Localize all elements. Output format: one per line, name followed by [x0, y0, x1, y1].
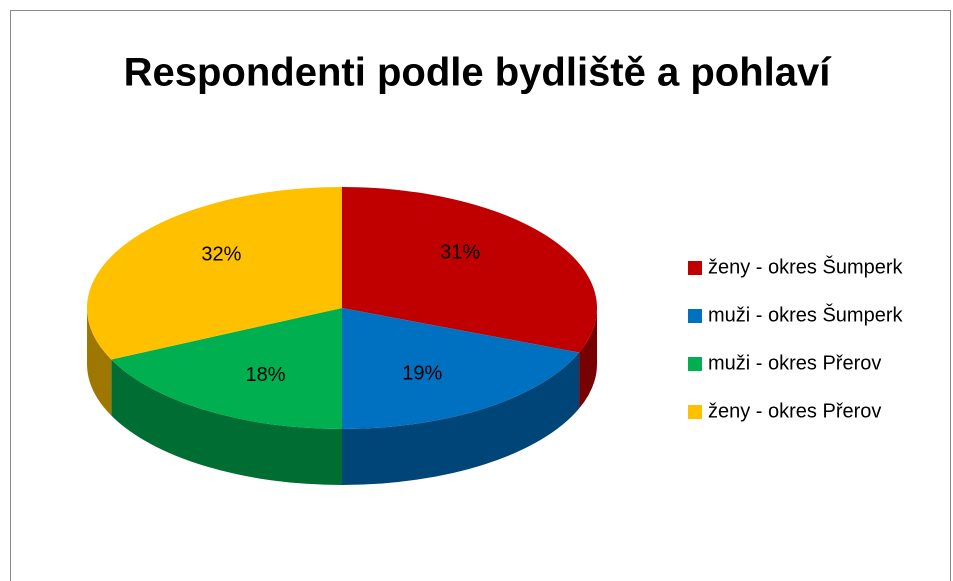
pie-slice — [342, 187, 598, 353]
legend-label: ženy - okres Šumperk — [708, 255, 904, 278]
data-label: 19% — [402, 362, 442, 384]
pie-slice — [111, 308, 342, 429]
pie-slice — [87, 187, 343, 360]
pie-side — [111, 359, 342, 485]
pie-side — [579, 308, 597, 409]
legend-swatch — [688, 405, 702, 419]
data-label: 31% — [440, 241, 480, 263]
legend-label: ženy - okres Přerov — [708, 400, 881, 422]
pie-side — [342, 352, 580, 485]
data-label: 32% — [201, 244, 241, 266]
legend-label: muži - okres Přerov — [708, 352, 881, 374]
chart-title: Respondenti podle bydliště a pohlaví — [124, 51, 833, 95]
pie-slice — [342, 308, 580, 429]
legend-label: muži - okres Šumperk — [708, 303, 903, 326]
legend-swatch — [688, 357, 702, 371]
legend-swatch — [688, 261, 702, 275]
legend-swatch — [688, 309, 702, 323]
data-label: 18% — [245, 364, 285, 386]
pie-side — [87, 308, 112, 416]
chart-border — [10, 10, 951, 581]
